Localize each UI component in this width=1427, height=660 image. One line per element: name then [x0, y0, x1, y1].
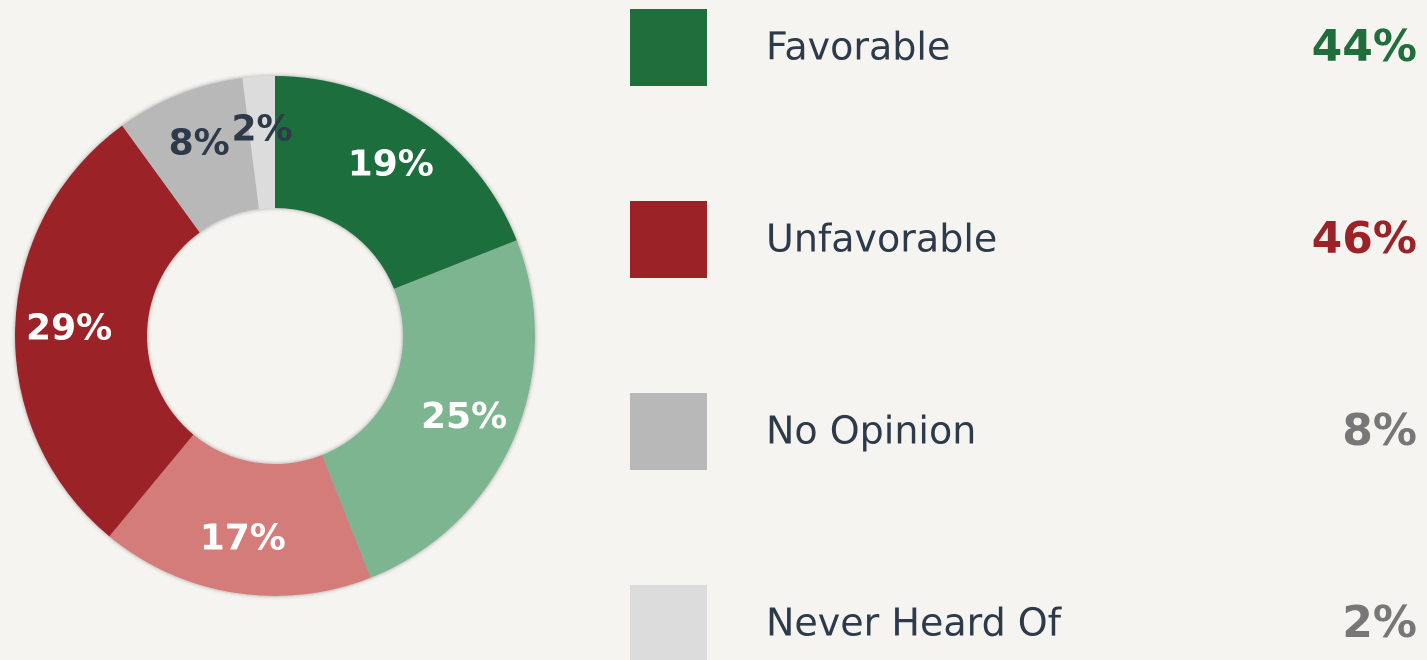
donut-segment	[242, 76, 275, 210]
legend-value: 8%	[1342, 405, 1417, 456]
legend-swatch	[630, 9, 707, 86]
legend-swatch	[630, 201, 707, 278]
donut-segment	[122, 78, 259, 233]
legend-swatch	[630, 585, 707, 660]
segment-label: 29%	[26, 308, 112, 349]
legend: Favorable 44% Unfavorable 46% No Opinion 8% Ne…	[630, 9, 1417, 660]
legend-value: 2%	[1342, 597, 1417, 648]
legend-name: No Opinion	[766, 409, 976, 453]
donut-labels: 19% 25% 17% 29% 8% 2%	[26, 108, 507, 558]
legend-value: 46%	[1312, 213, 1417, 264]
segment-label: 8%	[169, 122, 230, 163]
legend-swatch	[630, 393, 707, 470]
donut-segment	[14, 125, 200, 537]
donut-segment	[322, 240, 535, 578]
segment-label: 17%	[200, 517, 286, 558]
donut-segment	[109, 434, 371, 596]
segment-label: 19%	[348, 144, 434, 185]
legend-name: Unfavorable	[766, 217, 997, 261]
legend-name: Never Heard Of	[766, 601, 1063, 645]
segment-label: 25%	[421, 396, 507, 437]
segment-label: 2%	[232, 108, 293, 149]
donut-segment	[275, 76, 517, 289]
legend-name: Favorable	[766, 25, 950, 69]
donut	[14, 76, 535, 596]
legend-value: 44%	[1312, 21, 1417, 72]
